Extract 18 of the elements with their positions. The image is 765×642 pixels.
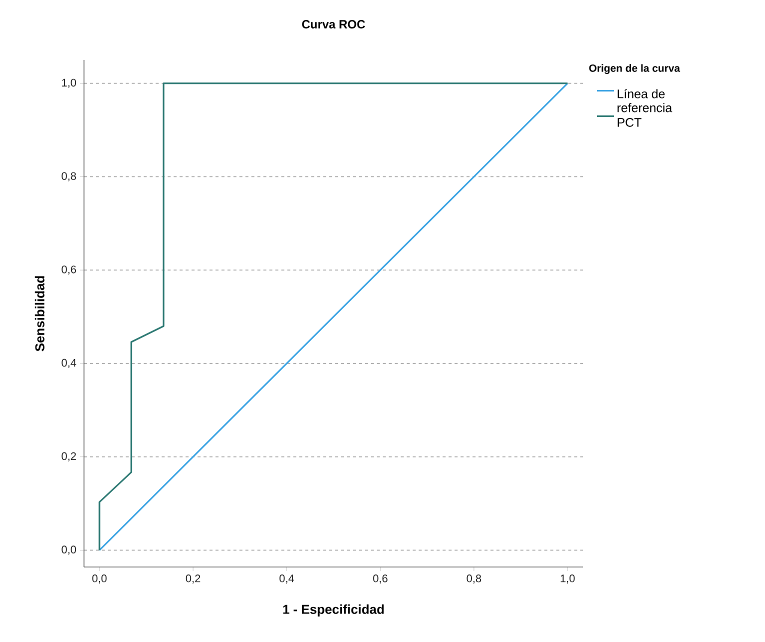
y-tick-label: 0,2 [62,452,76,462]
x-tick-label: 0,4 [279,574,294,584]
x-tick-label: 0,0 [92,574,107,584]
x-axis-title: 1 - Especificidad [283,604,384,616]
x-tick-label: 0,8 [466,574,482,584]
legend-title: Origen de la curva [589,64,680,74]
legend-label: Línea de referencia [618,89,672,112]
y-tick-label: 0,0 [62,546,76,555]
legend-label: PCT [618,118,642,127]
y-axis-title: Sensibilidad [34,276,44,352]
x-tick-label: 0,2 [186,574,200,584]
chart-title: Curva ROC [302,20,366,28]
y-tick-label: 0,4 [62,358,76,368]
y-tick-label: 1,0 [62,78,76,88]
y-tick-label: 0,6 [62,266,76,275]
x-tick-label: 1,0 [560,574,575,584]
x-tick-label: 0,6 [373,574,388,584]
y-tick-label: 0,8 [62,172,76,182]
